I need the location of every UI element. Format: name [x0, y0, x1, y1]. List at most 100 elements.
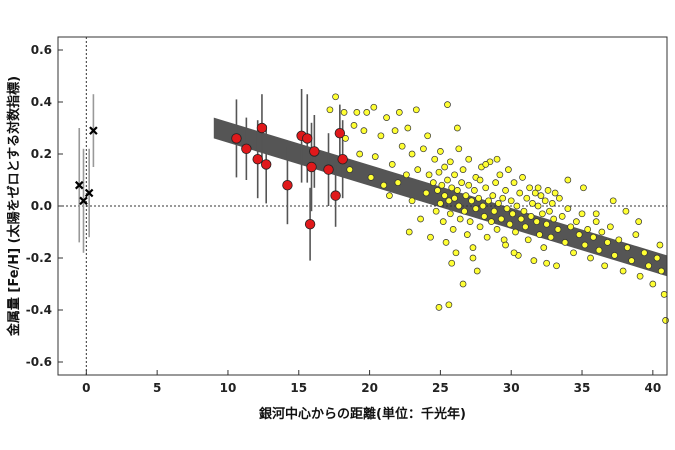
red-point: [334, 127, 346, 139]
yellow-point: [395, 109, 403, 116]
yellow-point: [394, 179, 402, 186]
yellow-point: [490, 207, 498, 215]
yellow-point: [405, 228, 413, 236]
red-point: [302, 133, 313, 144]
yellow-point: [370, 103, 378, 111]
yellow-point: [587, 254, 594, 262]
yellow-point: [431, 155, 439, 163]
yellow-point: [516, 189, 524, 197]
red-point: [304, 218, 316, 230]
yellow-point: [432, 207, 440, 215]
yellow-point: [451, 171, 458, 179]
yellow-point: [444, 101, 451, 108]
yellow-point: [446, 210, 454, 218]
yellow-point: [408, 150, 416, 158]
yellow-point: [536, 231, 543, 238]
yellow-point: [539, 210, 546, 218]
yellow-point: [520, 207, 528, 215]
yellow-point: [623, 244, 631, 251]
yellow-point: [469, 254, 477, 262]
yellow-point: [350, 122, 358, 129]
yellow-point: [592, 218, 600, 225]
y-tick-label: 0.0: [31, 199, 52, 213]
yellow-point: [449, 226, 457, 233]
yellow-point: [635, 218, 643, 225]
yellow-point: [556, 194, 563, 202]
yellow-point: [543, 220, 550, 228]
yellow-point: [636, 272, 644, 280]
yellow-point: [455, 145, 463, 153]
yellow-point: [479, 202, 487, 210]
red-point: [337, 153, 348, 165]
yellow-point: [534, 202, 542, 210]
x-tick-label: 40: [644, 381, 661, 395]
x-tick-label: 15: [290, 381, 307, 395]
yellow-point: [363, 109, 371, 116]
yellow-point: [584, 226, 592, 233]
yellow-point: [527, 213, 535, 220]
yellow-point: [412, 106, 420, 114]
yellow-point: [561, 239, 569, 246]
cross-point: [89, 126, 98, 135]
yellow-point: [547, 233, 555, 241]
yellow-point: [628, 257, 635, 264]
yellow-point: [455, 202, 463, 210]
yellow-point: [537, 192, 545, 199]
yellow-point: [476, 223, 484, 231]
yellow-point: [656, 241, 664, 249]
yellow-point: [660, 291, 668, 298]
yellow-point: [523, 194, 531, 202]
yellow-point: [360, 127, 368, 134]
yellow-point: [619, 267, 627, 275]
yellow-point: [340, 109, 348, 116]
yellow-point: [462, 192, 470, 199]
yellow-point: [485, 197, 492, 205]
yellow-point: [649, 280, 657, 288]
yellow-point: [480, 213, 488, 220]
yellow-point: [465, 155, 473, 163]
yellow-point: [482, 184, 490, 192]
y-tick-label: 0.2: [31, 147, 52, 161]
yellow-point: [551, 189, 559, 197]
x-tick-label: 25: [432, 381, 449, 395]
yellow-point: [544, 187, 552, 194]
yellow-point: [522, 223, 529, 231]
yellow-point: [356, 150, 364, 158]
yellow-point: [604, 239, 611, 246]
yellow-point: [499, 194, 507, 202]
yellow-point: [570, 249, 577, 257]
yellow-point: [417, 215, 424, 223]
yellow-point: [502, 241, 509, 249]
yellow-point: [377, 132, 385, 140]
yellow-point: [448, 259, 456, 267]
yellow-point: [510, 179, 518, 186]
yellow-point: [590, 233, 597, 241]
yellow-point: [529, 200, 536, 207]
yellow-point: [458, 179, 465, 186]
yellow-point: [530, 257, 538, 264]
cross-point: [74, 180, 84, 190]
x-axis-title: 銀河中心からの距離(単位：千光年): [259, 406, 466, 422]
yellow-point: [438, 181, 446, 189]
yellow-point: [580, 184, 587, 192]
yellow-point: [489, 192, 497, 199]
x-tick-label: 10: [220, 381, 237, 395]
yellow-point: [553, 262, 560, 270]
yellow-point: [505, 166, 512, 173]
yellow-point: [469, 244, 477, 251]
yellow-point: [497, 215, 505, 223]
yellow-point: [471, 187, 478, 194]
yellow-point: [420, 145, 427, 153]
yellow-point: [513, 202, 521, 210]
yellow-point: [645, 262, 652, 270]
yellow-point: [540, 244, 548, 251]
yellow-point: [441, 163, 448, 171]
y-tick-label: -0.6: [26, 355, 52, 369]
yellow-point: [476, 176, 484, 184]
yellow-point: [444, 176, 451, 184]
yellow-point: [461, 207, 468, 215]
yellow-point: [541, 197, 549, 205]
data-points: [74, 93, 669, 324]
yellow-point: [595, 246, 603, 254]
y-tick-label: 0.4: [31, 95, 52, 109]
